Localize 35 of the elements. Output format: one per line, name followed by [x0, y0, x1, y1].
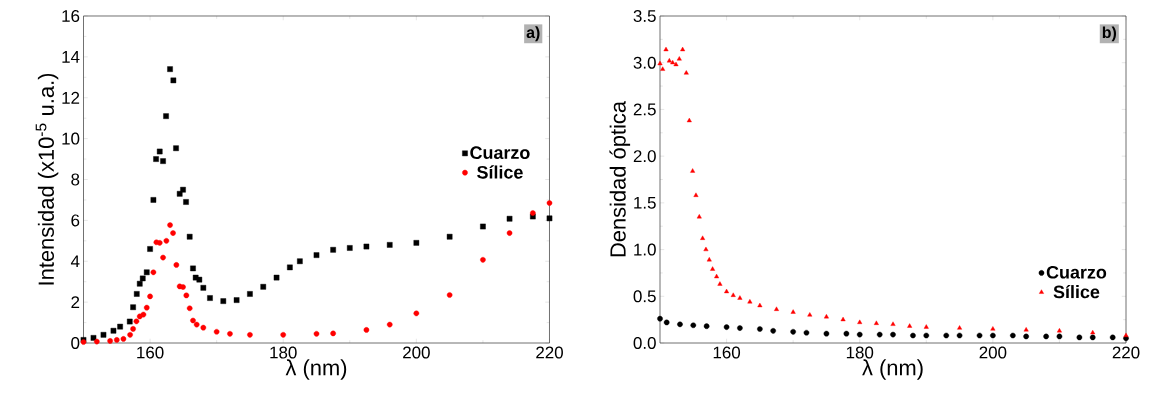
y-axis-title: Intensidad (x10$^{-5}$ u.a.) [35, 73, 59, 285]
x-axis-title: λ (nm) [862, 359, 923, 380]
y-tick-label: 3.0 [633, 56, 656, 69]
y-tick-label: 10 [62, 132, 80, 145]
y-tick-label: 2.5 [633, 103, 656, 116]
y-tick-label: 12 [62, 91, 80, 104]
x-tick-label: 220 [1112, 346, 1140, 359]
y-tick-label: 8 [71, 173, 80, 186]
legend-label: Sílice [1053, 284, 1100, 299]
y-tick-label: 16 [62, 10, 80, 22]
x-tick-label: 200 [979, 346, 1007, 359]
y-tick-label: 3.5 [633, 10, 656, 22]
x-tick-label: 220 [536, 346, 563, 359]
x-tick-label: 160 [713, 346, 741, 359]
y-tick-label: 6 [71, 214, 80, 227]
annotation: a) [526, 26, 540, 42]
x-tick-label: 160 [137, 346, 164, 359]
y-tick-label: 2.0 [633, 150, 656, 163]
y-tick-label: 0.0 [633, 337, 656, 349]
y-tick-label: 0 [71, 337, 80, 349]
y-tick-label: 0.5 [633, 290, 656, 303]
y-tick-label: 1.0 [634, 243, 656, 256]
y-tick-label: 4 [70, 255, 80, 268]
legend-label: Cuarzo [1046, 265, 1107, 279]
x-tick-label: 180 [270, 346, 297, 359]
x-tick-label: 180 [846, 346, 874, 359]
y-tick-label: 1.5 [634, 196, 656, 209]
y-tick-label: 14 [62, 51, 80, 63]
annotation: b) [1102, 26, 1117, 42]
legend-label: Sílice [477, 165, 523, 179]
y-axis-title: Densidad óptica [609, 100, 631, 257]
x-tick-label: 200 [403, 346, 430, 359]
legend-label: Cuarzo [470, 146, 530, 160]
x-axis-title: λ (nm) [285, 359, 347, 380]
y-tick-label: 2 [71, 296, 80, 309]
